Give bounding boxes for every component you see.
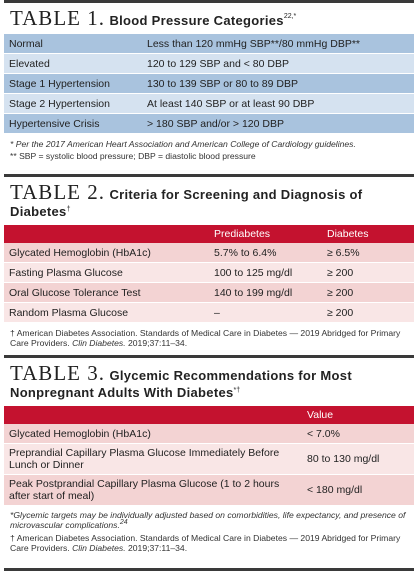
cell: < 180 mg/dl bbox=[302, 474, 414, 506]
cell: Hypertensive Crisis bbox=[4, 113, 142, 134]
journal: Clin Diabetes. bbox=[72, 543, 126, 553]
reference: † American Diabetes Association. Standar… bbox=[4, 323, 414, 348]
text: † American Diabetes Association. Standar… bbox=[10, 328, 401, 348]
cell: Glycated Hemoglobin (HbA1c) bbox=[4, 424, 302, 444]
cell: Peak Postprandial Capillary Plasma Gluco… bbox=[4, 474, 302, 506]
cell: Stage 1 Hypertension bbox=[4, 73, 142, 94]
row: Normal Less than 120 mmHg SBP**/80 mmHg D… bbox=[4, 34, 414, 54]
row: Elevated 120 to 129 SBP and < 80 DBP bbox=[4, 53, 414, 74]
cell: ≥ 200 bbox=[322, 302, 414, 323]
cell: Stage 2 Hypertension bbox=[4, 93, 142, 114]
row: Oral Glucose Tolerance Test 140 to 199 mg… bbox=[4, 282, 414, 303]
table: Value Glycated Hemoglobin (HbA1c) < 7.0% Pr… bbox=[4, 406, 414, 506]
text: *Glycemic targets may be individually ad… bbox=[10, 510, 406, 530]
footnote: * Per the 2017 American Heart Associatio… bbox=[10, 139, 356, 149]
rule bbox=[4, 355, 414, 358]
cell: Glycated Hemoglobin (HbA1c) bbox=[4, 243, 209, 263]
table-title: TABLE 1. Blood Pressure Categories22,* bbox=[4, 3, 414, 34]
cell: 80 to 130 mg/dl bbox=[302, 443, 414, 475]
table: Prediabetes Diabetes Glycated Hemoglobin (… bbox=[4, 225, 414, 323]
row: Stage 2 Hypertension At least 140 SBP or … bbox=[4, 93, 414, 114]
cell: 120 to 129 SBP and < 80 DBP bbox=[142, 53, 414, 74]
cell: Fasting Plasma Glucose bbox=[4, 262, 209, 283]
rule bbox=[4, 174, 414, 177]
rule bbox=[4, 568, 414, 571]
title: Blood Pressure Categories bbox=[109, 13, 284, 28]
journal: Clin Diabetes. bbox=[72, 338, 126, 348]
superscript: 22,* bbox=[283, 13, 297, 20]
cell: Preprandial Capillary Plasma Glucose Imm… bbox=[4, 443, 302, 475]
header-cell: Prediabetes bbox=[209, 225, 322, 243]
cell: 140 to 199 mg/dl bbox=[209, 282, 322, 303]
footnote: *Glycemic targets may be individually ad… bbox=[4, 506, 414, 530]
table-title: TABLE 3. Glycemic Recommendations for Mo… bbox=[4, 358, 414, 406]
row: Stage 1 Hypertension 130 to 139 SBP or 80… bbox=[4, 73, 414, 94]
cell: 130 to 139 SBP or 80 to 89 DBP bbox=[142, 73, 414, 94]
table: Normal Less than 120 mmHg SBP**/80 mmHg D… bbox=[4, 34, 414, 134]
superscript: *† bbox=[233, 387, 241, 394]
label: TABLE 3. bbox=[10, 361, 105, 385]
row: Random Plasma Glucose – ≥ 200 bbox=[4, 302, 414, 323]
superscript: † bbox=[66, 206, 71, 213]
cell: ≥ 200 bbox=[322, 282, 414, 303]
cell: Less than 120 mmHg SBP**/80 mmHg DBP** bbox=[142, 34, 414, 54]
header-cell bbox=[4, 225, 209, 243]
rule bbox=[4, 0, 414, 3]
cell: 5.7% to 6.4% bbox=[209, 243, 322, 263]
cell: Oral Glucose Tolerance Test bbox=[4, 282, 209, 303]
row: Preprandial Capillary Plasma Glucose Imm… bbox=[4, 443, 414, 475]
cell: – bbox=[209, 302, 322, 323]
row: Hypertensive Crisis > 180 SBP and/or > 12… bbox=[4, 113, 414, 134]
cell: At least 140 SBP or at least 90 DBP bbox=[142, 93, 414, 114]
label: TABLE 2. bbox=[10, 180, 105, 204]
cell: < 7.0% bbox=[302, 424, 414, 444]
header-cell: Value bbox=[302, 406, 414, 424]
cell: ≥ 6.5% bbox=[322, 243, 414, 263]
label: TABLE 1. bbox=[10, 6, 105, 30]
cell: Normal bbox=[4, 34, 142, 54]
header-row: Value bbox=[4, 406, 414, 424]
cell: ≥ 200 bbox=[322, 262, 414, 283]
footnote: ** SBP = systolic blood pressure; DBP = … bbox=[10, 151, 256, 161]
title: Glycemic Recommendations for Most Nonpre… bbox=[10, 368, 352, 400]
row: Fasting Plasma Glucose 100 to 125 mg/dl ≥ … bbox=[4, 262, 414, 283]
text: 2019;37:11–34. bbox=[125, 543, 188, 553]
text: 2019;37:11–34. bbox=[125, 338, 188, 348]
table-title: TABLE 2. Criteria for Screening and Diag… bbox=[4, 177, 414, 225]
row: Peak Postprandial Capillary Plasma Gluco… bbox=[4, 474, 414, 506]
header-cell: Diabetes bbox=[322, 225, 414, 243]
cell: Elevated bbox=[4, 53, 142, 74]
header-row: Prediabetes Diabetes bbox=[4, 225, 414, 243]
superscript: 24 bbox=[119, 519, 128, 526]
title: Criteria for Screening and Diagnosis of … bbox=[10, 187, 363, 219]
cell: 100 to 125 mg/dl bbox=[209, 262, 322, 283]
text: † American Diabetes Association. Standar… bbox=[10, 533, 401, 553]
row: Glycated Hemoglobin (HbA1c) < 7.0% bbox=[4, 424, 414, 444]
header-cell bbox=[4, 406, 302, 424]
cell: > 180 SBP and/or > 120 DBP bbox=[142, 113, 414, 134]
reference: † American Diabetes Association. Standar… bbox=[4, 530, 414, 553]
cell: Random Plasma Glucose bbox=[4, 302, 209, 323]
row: Glycated Hemoglobin (HbA1c) 5.7% to 6.4% ≥… bbox=[4, 243, 414, 263]
